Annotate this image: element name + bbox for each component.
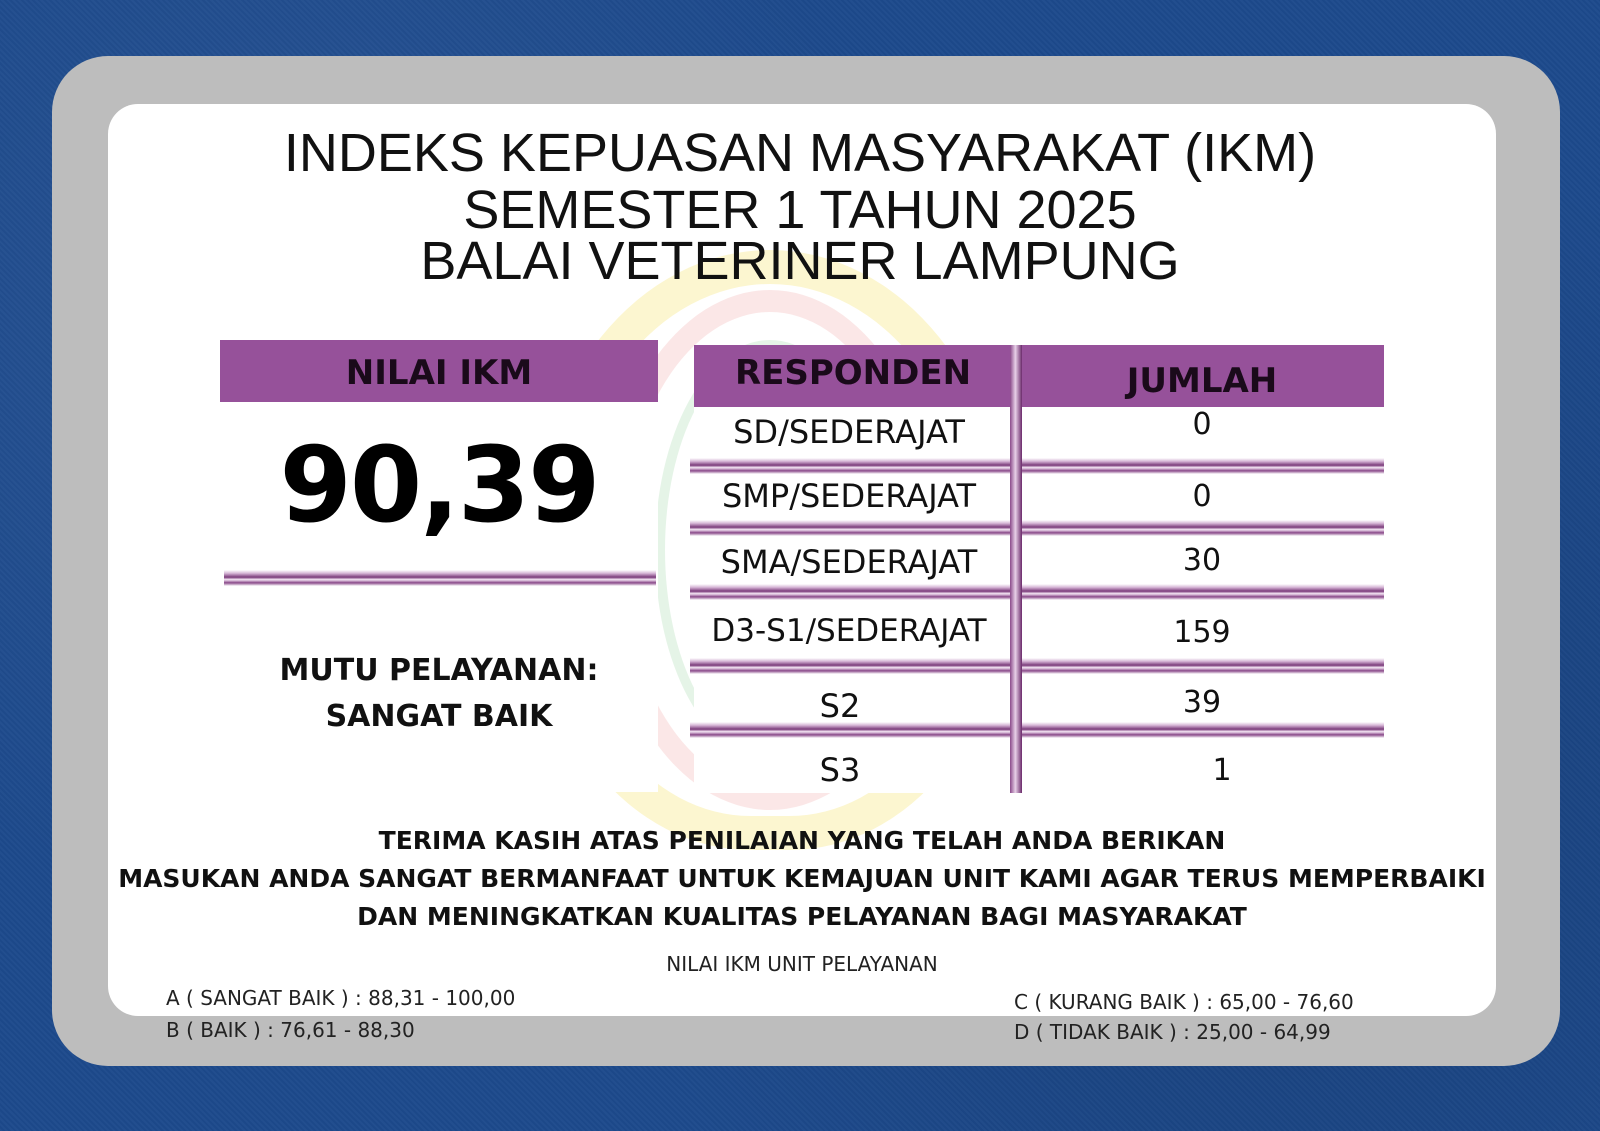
responden-label: S2 [819,687,861,725]
thanks-line-2: MASUKAN ANDA SANGAT BERMANFAAT UNTUK KEM… [118,864,1486,893]
responden-count: 30 [1182,543,1222,578]
responden-label: SD/SEDERAJAT [733,413,965,451]
responden-label: SMA/SEDERAJAT [720,543,978,581]
responden-label: D3-S1/SEDERAJAT [711,613,987,649]
legend-grade-a: A ( SANGAT BAIK ) : 88,31 - 100,00 [166,986,516,1010]
thanks-line-1: TERIMA KASIH ATAS PENILAIAN YANG TELAH A… [378,826,1226,855]
nilai-ikm-panel [220,402,658,792]
legend-grade-d: D ( TIDAK BAIK ) : 25,00 - 64,99 [1014,1020,1331,1044]
legend-title: NILAI IKM UNIT PELAYANAN [666,952,938,976]
responden-header: RESPONDEN [694,345,1012,407]
thanks-line-3: DAN MENINGKATKAN KUALITAS PELAYANAN BAGI… [357,902,1247,931]
page-title-line-2: SEMESTER 1 TAHUN 2025 [463,180,1137,240]
page-title-line-1: INDEKS KEPUASAN MASYARAKAT (IKM) [283,123,1317,183]
responden-count: 159 [1173,615,1231,650]
mutu-label: MUTU PELAYANAN: [279,653,599,688]
responden-count: 39 [1182,685,1222,720]
column-divider [1010,345,1022,793]
responden-label: S3 [819,751,861,789]
legend-grade-c: C ( KURANG BAIK ) : 65,00 - 76,60 [1014,990,1354,1014]
row-divider [690,658,1384,674]
legend-grade-b: B ( BAIK ) : 76,61 - 88,30 [166,1018,415,1042]
nilai-ikm-header: NILAI IKM [220,340,658,402]
page-title-line-3: BALAI VETERINER LAMPUNG [420,231,1180,291]
row-divider [690,722,1384,738]
responden-label: SMP/SEDERAJAT [721,477,977,515]
responden-count: 1 [1212,753,1232,788]
row-divider [690,458,1384,474]
responden-count: 0 [1192,407,1212,442]
mutu-value: SANGAT BAIK [325,699,553,734]
jumlah-header: JUMLAH [1020,345,1384,407]
nilai-divider [224,570,656,586]
row-divider [690,520,1384,536]
row-divider [690,584,1384,600]
ikm-score: 90,39 [279,424,601,546]
responden-count: 0 [1192,479,1212,514]
